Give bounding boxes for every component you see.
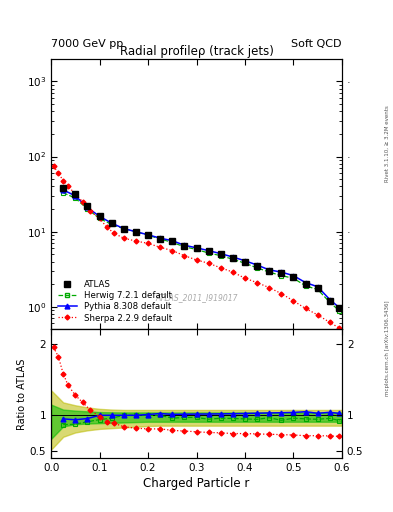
Text: 7000 GeV pp: 7000 GeV pp: [51, 38, 123, 49]
Legend: ATLAS, Herwig 7.2.1 default, Pythia 8.308 default, Sherpa 2.2.9 default: ATLAS, Herwig 7.2.1 default, Pythia 8.30…: [55, 278, 174, 325]
Title: Radial profileρ (track jets): Radial profileρ (track jets): [119, 45, 274, 58]
Text: Soft QCD: Soft QCD: [292, 38, 342, 49]
Text: Rivet 3.1.10, ≥ 3.2M events: Rivet 3.1.10, ≥ 3.2M events: [385, 105, 390, 182]
Text: mcplots.cern.ch [arXiv:1306.3436]: mcplots.cern.ch [arXiv:1306.3436]: [385, 301, 390, 396]
Text: ATLAS_2011_I919017: ATLAS_2011_I919017: [155, 293, 238, 303]
X-axis label: Charged Particle r: Charged Particle r: [143, 477, 250, 490]
Y-axis label: Ratio to ATLAS: Ratio to ATLAS: [17, 358, 27, 430]
